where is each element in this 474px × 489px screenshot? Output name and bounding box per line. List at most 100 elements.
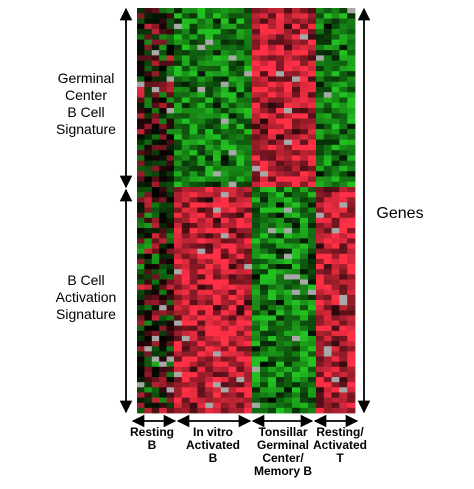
heatmap-cell [189,134,198,141]
heatmap-cell [228,76,237,83]
heatmap-cell [228,335,237,342]
heatmap-cell [189,269,198,275]
heatmap-cell [144,366,153,373]
heatmap-cell [252,207,261,214]
heatmap-cell [276,50,285,56]
heatmap-cell [220,377,229,383]
heatmap-cell [197,294,206,301]
heatmap-cell [323,50,332,56]
heatmap-cell [347,129,356,135]
heatmap-cell [284,279,293,285]
heatmap-cell [252,181,261,188]
heatmap-cell [197,202,206,208]
heatmap-cell [308,330,317,337]
heatmap-cell [159,160,167,167]
heatmap-cell [347,248,356,255]
heatmap-cell [292,144,301,151]
heatmap-cell [300,233,309,239]
heatmap-cell [331,346,340,352]
heatmap-cell [236,371,245,378]
heatmap-cell [331,13,340,19]
heatmap-cell [308,341,317,347]
heatmap-cell [174,44,183,51]
heatmap-cell [347,243,356,250]
heatmap-cell [151,102,160,109]
heatmap-cell [331,305,340,311]
heatmap-cell [339,97,348,104]
heatmap-cell [174,60,183,67]
heatmap-cell [331,86,340,93]
heatmap-cell [292,202,301,208]
heatmap-cell [137,284,145,291]
heatmap-cell [339,50,348,56]
heatmap-cell [323,377,332,383]
heatmap-cell [284,346,293,352]
heatmap-cell [347,144,356,151]
heatmap-cell [252,346,261,352]
heatmap-cell [189,129,198,135]
heatmap-cell [308,34,317,40]
heatmap-cell [316,279,325,285]
heatmap-cell [205,97,214,104]
heatmap-cell [260,23,269,30]
heatmap-cell [205,129,214,135]
heatmap-cell [166,258,175,265]
heatmap-cell [189,258,198,265]
heatmap-cell [181,76,190,83]
row-group-label-activation: B Cell Activation Signature [55,272,117,322]
heatmap-cell [339,407,348,414]
col-label-resting-b: Resting B [129,425,174,452]
heatmap-cell [144,300,153,306]
heatmap-cell [339,305,348,311]
heatmap-cell [159,300,167,306]
heatmap-cell [292,300,301,306]
heatmap-cell [144,305,153,311]
heatmap-cell [331,18,340,25]
heatmap-cell [268,217,277,224]
heatmap-cell [236,320,245,327]
heatmap-cell [220,165,229,172]
heatmap-cell [244,238,253,244]
heatmap-cell [137,13,145,19]
heatmap-cell [220,284,229,291]
heatmap-cell [284,55,293,62]
heatmap-cell [268,366,277,373]
heatmap-cell [174,86,183,93]
heatmap-cell [276,113,285,119]
heatmap-cell [323,134,332,141]
heatmap-cell [159,238,167,244]
heatmap-cell [260,274,269,280]
heatmap-cell [205,233,214,239]
heatmap-cell [244,346,253,352]
heatmap-cell [323,397,332,404]
heatmap-cell [220,228,229,234]
heatmap-cell [292,253,301,260]
heatmap-cell [166,129,175,135]
heatmap-cell [189,8,198,14]
heatmap-cell [197,18,206,25]
heatmap-cell [228,192,237,198]
heatmap-cell [252,269,261,275]
heatmap-cell [228,86,237,93]
heatmap-cell [323,407,332,414]
heatmap-cell [220,253,229,260]
heatmap-cell [331,207,340,214]
heatmap-cell [300,86,309,93]
heatmap-cell [220,197,229,203]
heatmap-cell [197,351,206,357]
heatmap-cell [181,279,190,285]
heatmap-cell [197,253,206,260]
heatmap-cell [174,187,183,193]
heatmap-cell [276,335,285,342]
heatmap-cell [144,269,153,275]
heatmap-cell [151,150,160,156]
heatmap-cell [339,341,348,347]
heatmap-cell [276,274,285,280]
heatmap-cell [252,65,261,72]
heatmap-cell [331,60,340,67]
heatmap-cell [347,341,356,347]
heatmap-cell [236,202,245,208]
heatmap-cell [339,71,348,77]
heatmap-cell [159,176,167,183]
heatmap-cell [197,248,206,255]
